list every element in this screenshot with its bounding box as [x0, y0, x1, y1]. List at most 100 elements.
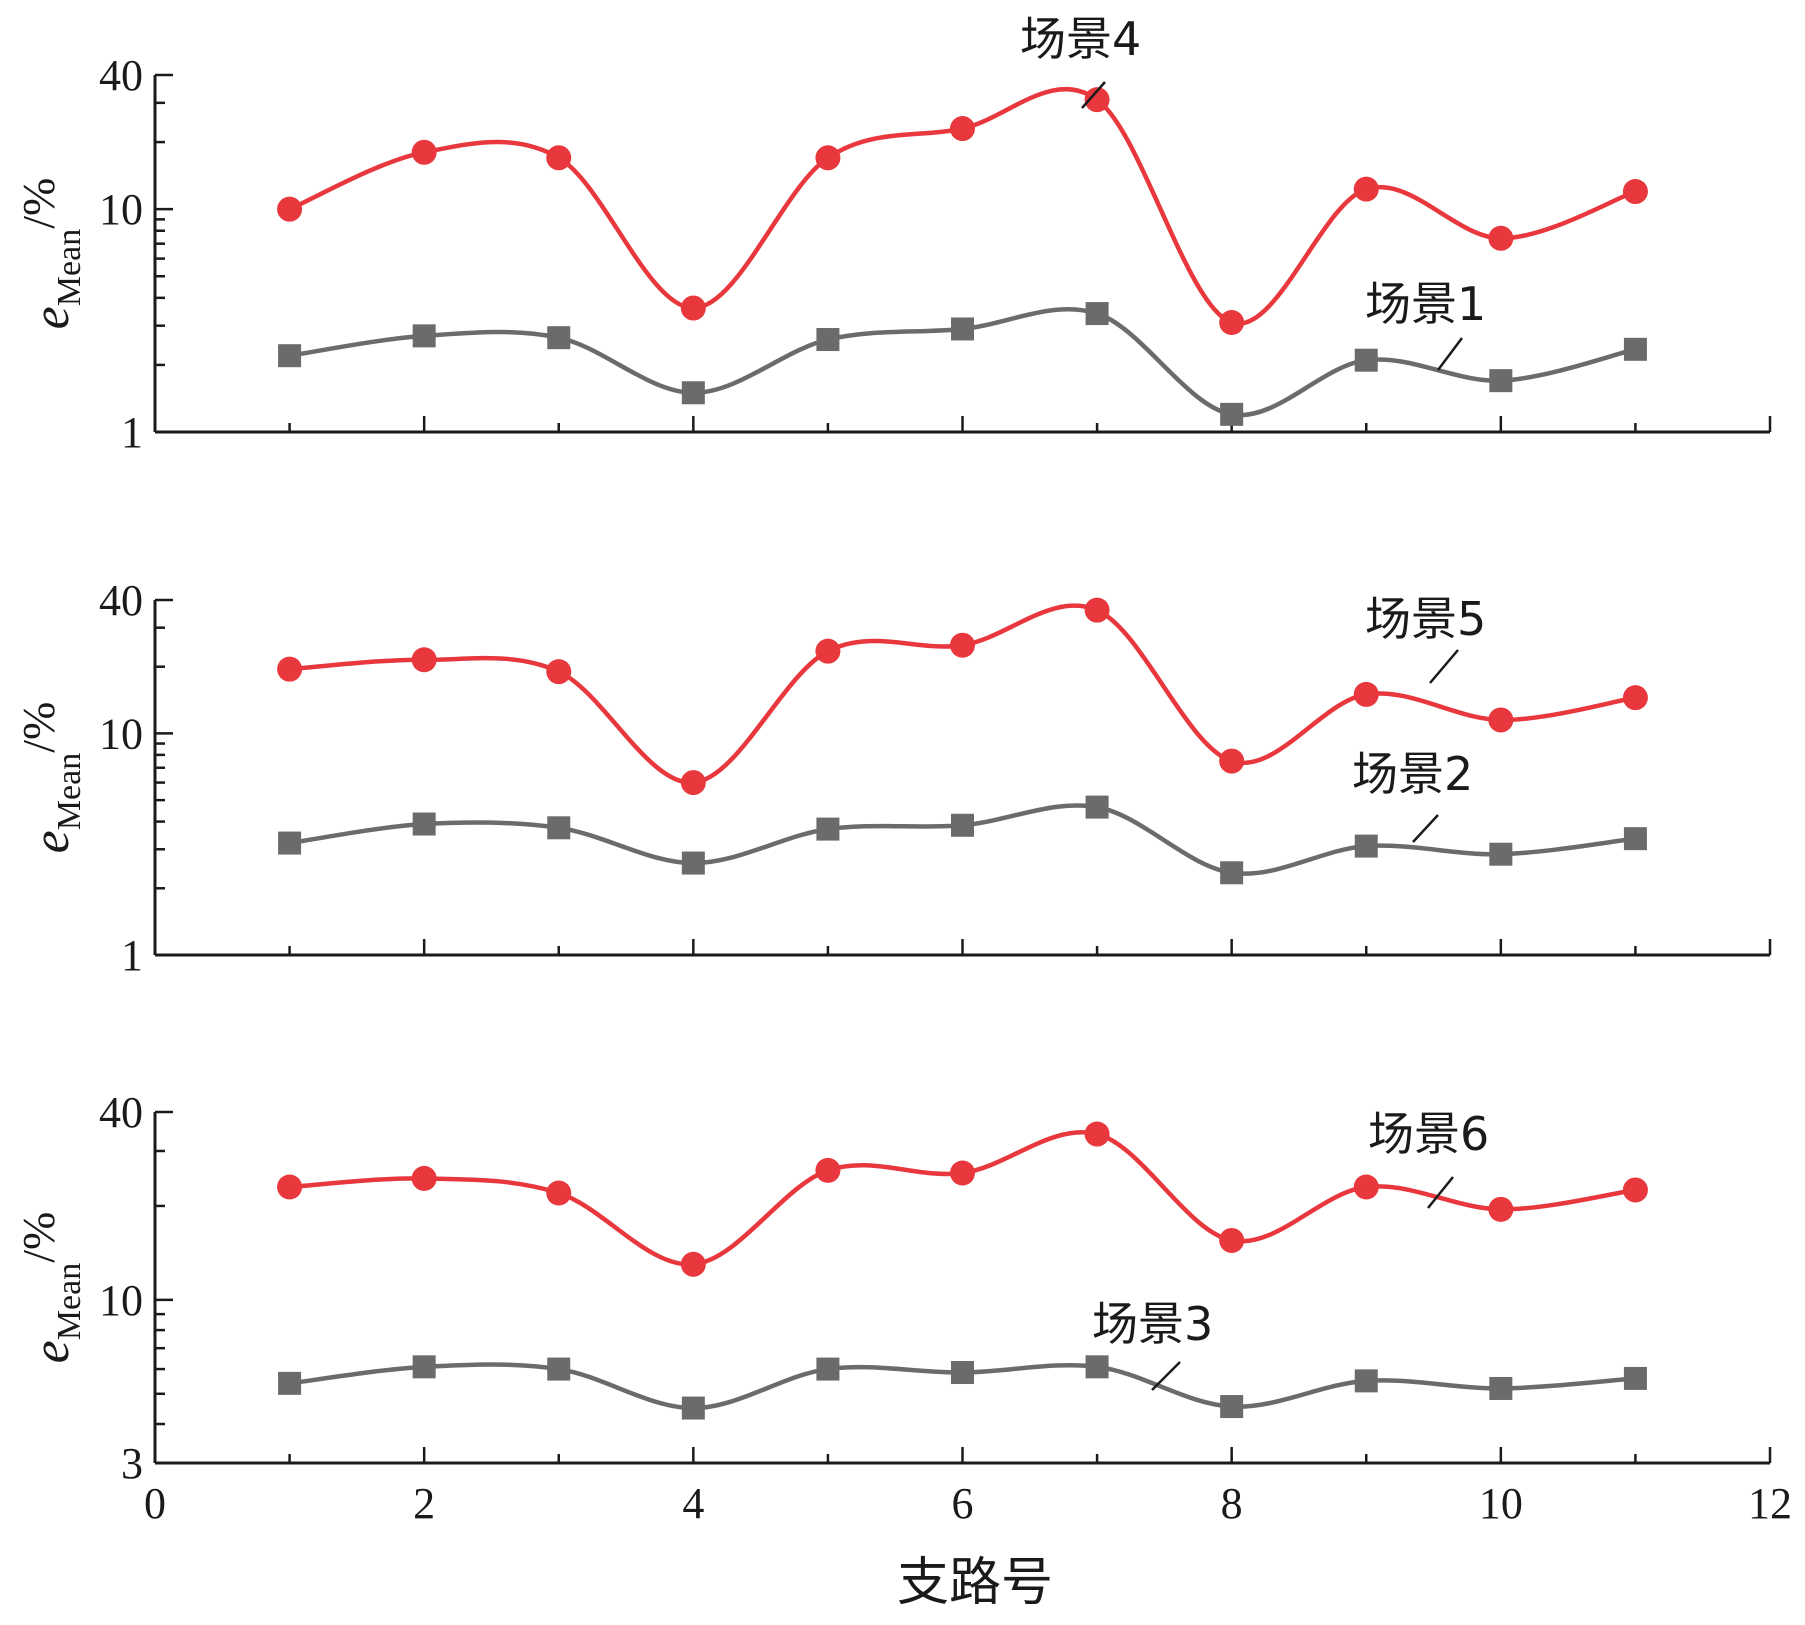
data-point: [412, 812, 436, 836]
data-point: [1220, 861, 1244, 885]
data-point: [547, 816, 571, 840]
data-point: [546, 1180, 572, 1206]
data-point: [547, 326, 571, 350]
data-point: [1622, 179, 1648, 205]
y-tick-label: 1: [121, 408, 143, 457]
data-point: [1085, 1355, 1109, 1379]
data-point: [951, 317, 974, 341]
data-point: [277, 1174, 303, 1200]
data-point: [1085, 302, 1109, 326]
data-point: [1353, 1174, 1379, 1200]
data-point: [1489, 842, 1513, 866]
y-axis-label: eMean/%: [13, 1212, 88, 1364]
x-tick-label: 10: [1479, 1479, 1523, 1528]
data-point: [680, 1251, 706, 1277]
y-axis-label-unit: /%: [13, 1212, 64, 1263]
x-tick-label: 8: [1221, 1479, 1243, 1528]
data-point: [278, 831, 302, 855]
data-point: [1623, 337, 1647, 361]
series-label: 场景1: [1365, 277, 1486, 331]
y-tick-label: 10: [99, 1276, 143, 1325]
y-axis-label-main: e: [23, 830, 80, 853]
data-point: [680, 295, 706, 321]
y-axis-label-unit: /%: [13, 702, 64, 753]
data-point: [1623, 1366, 1647, 1390]
data-point: [950, 116, 975, 142]
data-point: [411, 139, 437, 165]
x-tick-label: 4: [682, 1479, 704, 1528]
x-tick-label: 12: [1748, 1479, 1792, 1528]
data-point: [1489, 369, 1513, 393]
data-point: [681, 381, 705, 405]
data-point: [1353, 176, 1379, 202]
series-label: 场景5: [1365, 592, 1486, 646]
data-point: [277, 656, 303, 682]
data-point: [1085, 795, 1109, 819]
data-point: [951, 813, 974, 837]
data-point: [816, 1357, 840, 1381]
data-point: [1084, 1121, 1110, 1147]
panel-bottom: 3 10 40 0 2 4 6 8 10 12 eMean/% 场景6 场景3 支路号: [13, 1088, 1792, 1613]
data-point: [411, 1165, 437, 1191]
data-point: [1622, 1177, 1648, 1203]
data-point: [1219, 1227, 1245, 1253]
data-point: [680, 770, 706, 796]
x-tick-label: 0: [144, 1479, 166, 1528]
data-point: [1354, 348, 1378, 372]
series-label: 场景3: [1092, 1297, 1213, 1351]
data-point: [815, 638, 841, 664]
y-axis-label-main: e: [23, 306, 80, 329]
x-axis-label: 支路号: [897, 1553, 1053, 1613]
data-point: [1489, 1376, 1513, 1400]
series-label: 场景6: [1368, 1107, 1489, 1161]
y-tick-label: 40: [99, 576, 143, 625]
data-point: [547, 1357, 571, 1381]
data-point: [546, 145, 572, 171]
y-tick-label: 1: [121, 931, 143, 980]
y-axis-label-unit: /%: [13, 178, 64, 229]
series-label-leader: [1151, 1361, 1181, 1391]
data-point: [1084, 87, 1110, 113]
y-axis-label-main: e: [23, 1340, 80, 1363]
panel-middle: 1 10 40 eMean/% 场景5 场景2: [13, 576, 1772, 980]
data-point: [1220, 1395, 1244, 1419]
data-point: [1084, 597, 1110, 623]
data-point: [278, 1371, 302, 1395]
data-point: [1220, 402, 1244, 426]
series-label: 场景4: [1020, 12, 1141, 66]
series-label-leader: [1437, 337, 1463, 371]
y-tick-label: 10: [99, 185, 143, 234]
x-tick-label: 6: [952, 1479, 974, 1528]
data-point: [1488, 225, 1514, 251]
series-label-leader: [1081, 81, 1106, 109]
data-point: [1219, 748, 1245, 774]
data-point: [277, 196, 303, 222]
data-point: [681, 851, 705, 875]
y-axis-label-sub: Mean: [51, 1263, 88, 1340]
data-point: [815, 145, 841, 171]
y-tick-label: 3: [121, 1439, 143, 1488]
data-point: [681, 1396, 705, 1420]
data-point: [1622, 685, 1648, 711]
series-label-leader: [1412, 814, 1439, 843]
data-point: [815, 1157, 841, 1183]
y-tick-label: 40: [99, 1088, 143, 1137]
data-point: [1354, 834, 1378, 858]
data-point: [950, 632, 975, 658]
data-point: [816, 328, 840, 352]
data-point: [816, 817, 840, 841]
data-point: [951, 1361, 974, 1385]
series-label: 场景2: [1352, 747, 1473, 801]
data-point: [1623, 827, 1647, 851]
panel-top: 1 10 40 eMean/% 场景4 场景1: [13, 12, 1772, 457]
data-point: [1219, 310, 1245, 336]
series-label-leader: [1429, 649, 1459, 684]
data-point: [546, 659, 572, 685]
data-point: [1488, 1196, 1514, 1222]
y-axis-label-sub: Mean: [51, 753, 88, 830]
data-point: [278, 344, 302, 368]
data-point: [1488, 707, 1514, 733]
data-point: [1353, 681, 1379, 707]
series-label-leader: [1427, 1176, 1454, 1209]
